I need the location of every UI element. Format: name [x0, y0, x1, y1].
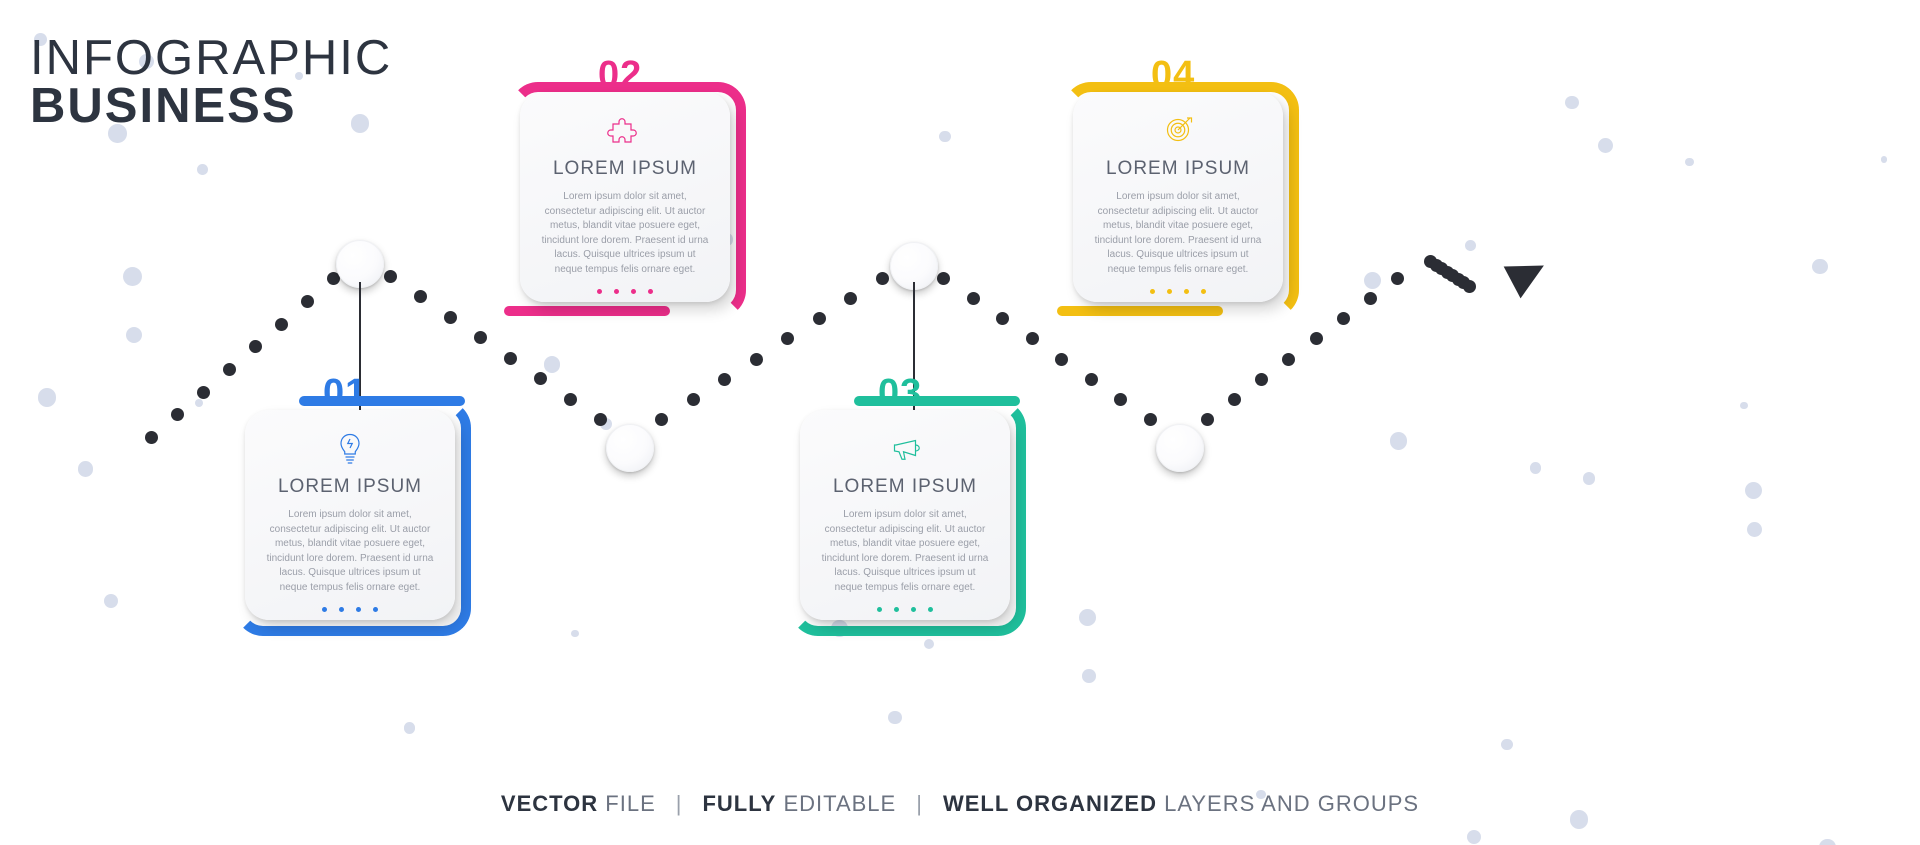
title-line-2: BUSINESS — [30, 78, 392, 134]
timeline-dot — [384, 270, 397, 283]
step-number: 04 — [1151, 54, 1195, 97]
timeline-dot — [414, 290, 427, 303]
timeline-dot — [996, 312, 1009, 325]
footer-text: VECTOR FILE | FULLY EDITABLE | WELL ORGANIZE… — [0, 791, 1920, 817]
timeline-dot — [1228, 393, 1241, 406]
pager-dot — [614, 289, 619, 294]
step-body: Lorem ipsum dolor sit amet, consectetur … — [534, 190, 716, 277]
timeline-node — [1156, 424, 1204, 472]
timeline-dot — [504, 352, 517, 365]
pager-dot — [1167, 289, 1172, 294]
step-02: 02 LOREM IPSUMLorem ipsum dolor sit amet… — [520, 92, 770, 302]
step-body: Lorem ipsum dolor sit amet, consectetur … — [1087, 190, 1269, 277]
timeline-dot — [937, 272, 950, 285]
puzzle-icon — [534, 110, 716, 150]
step-title: LOREM IPSUM — [259, 476, 441, 498]
timeline-dot — [594, 413, 607, 426]
timeline-dot — [687, 393, 700, 406]
step-card: LOREM IPSUM Lorem ipsum dolor sit amet, c… — [800, 410, 1010, 620]
step-card: LOREM IPSUM Lorem ipsum dolor sit amet, c… — [245, 410, 455, 620]
timeline-dot — [223, 363, 236, 376]
pager-dot — [894, 607, 899, 612]
timeline-dot — [1201, 413, 1214, 426]
timeline-node — [336, 240, 384, 288]
step-number: 03 — [878, 372, 922, 415]
timeline-dot — [1391, 272, 1404, 285]
step-number: 02 — [598, 54, 642, 97]
timeline-arrowhead — [1504, 250, 1553, 299]
timeline-dot — [474, 331, 487, 344]
step-dots — [1087, 289, 1269, 294]
pager-dot — [597, 289, 602, 294]
footer-item: FULLY EDITABLE — [702, 791, 896, 816]
pager-dot — [356, 607, 361, 612]
step-body: Lorem ipsum dolor sit amet, consectetur … — [814, 508, 996, 595]
timeline-dot — [750, 353, 763, 366]
pager-dot — [1201, 289, 1206, 294]
target-icon — [1087, 110, 1269, 150]
timeline-dot — [1255, 373, 1268, 386]
step-accent-bar — [504, 306, 670, 316]
step-card: LOREM IPSUM Lorem ipsum dolor sit amet, c… — [1073, 92, 1283, 302]
timeline-dot — [249, 340, 262, 353]
timeline-dot — [1026, 332, 1039, 345]
pager-dot — [373, 607, 378, 612]
footer-item: WELL ORGANIZED LAYERS AND GROUPS — [943, 791, 1419, 816]
step-01: 01 LOREM IPSUMLorem ipsum dolor sit amet… — [245, 410, 495, 620]
timeline-dot — [1463, 280, 1476, 293]
step-number: 01 — [323, 372, 367, 415]
timeline-dot — [1114, 393, 1127, 406]
timeline-dot — [967, 292, 980, 305]
timeline-dot — [564, 393, 577, 406]
timeline-dot — [1337, 312, 1350, 325]
timeline-dot — [1364, 292, 1377, 305]
timeline-dot — [844, 292, 857, 305]
footer-separator: | — [676, 791, 683, 816]
timeline-dot — [1144, 413, 1157, 426]
timeline-dot — [876, 272, 889, 285]
timeline-dot — [1282, 353, 1295, 366]
pager-dot — [648, 289, 653, 294]
megaphone-icon — [814, 428, 996, 468]
footer-item: VECTOR FILE — [501, 791, 656, 816]
footer-separator: | — [916, 791, 923, 816]
pager-dot — [339, 607, 344, 612]
step-title: LOREM IPSUM — [1087, 158, 1269, 180]
pager-dot — [877, 607, 882, 612]
step-title: LOREM IPSUM — [814, 476, 996, 498]
timeline-dot — [813, 312, 826, 325]
timeline-dot — [145, 431, 158, 444]
timeline-dot — [1085, 373, 1098, 386]
timeline-dot — [171, 408, 184, 421]
pager-dot — [1184, 289, 1189, 294]
page-title: INFOGRAPHIC BUSINESS — [30, 30, 392, 134]
pager-dot — [631, 289, 636, 294]
timeline-dot — [534, 372, 547, 385]
timeline-dot — [1055, 353, 1068, 366]
timeline-dot — [718, 373, 731, 386]
step-card: LOREM IPSUM Lorem ipsum dolor sit amet, c… — [520, 92, 730, 302]
step-title: LOREM IPSUM — [534, 158, 716, 180]
timeline-dot — [275, 318, 288, 331]
timeline-dot — [655, 413, 668, 426]
timeline-dot — [1310, 332, 1323, 345]
step-04: 04 LOREM IPSUMLorem ipsum dolor sit amet… — [1073, 92, 1323, 302]
timeline-dot — [301, 295, 314, 308]
step-body: Lorem ipsum dolor sit amet, consectetur … — [259, 508, 441, 595]
timeline-dot — [444, 311, 457, 324]
step-accent-bar — [1057, 306, 1223, 316]
pager-dot — [322, 607, 327, 612]
pager-dot — [911, 607, 916, 612]
timeline-dot — [197, 386, 210, 399]
step-03: 03 LOREM IPSUMLorem ipsum dolor sit amet… — [800, 410, 1050, 620]
timeline-node — [606, 424, 654, 472]
step-dots — [259, 607, 441, 612]
pager-dot — [928, 607, 933, 612]
step-dots — [534, 289, 716, 294]
pager-dot — [1150, 289, 1155, 294]
timeline-dot — [781, 332, 794, 345]
bulb-icon — [259, 428, 441, 468]
step-dots — [814, 607, 996, 612]
